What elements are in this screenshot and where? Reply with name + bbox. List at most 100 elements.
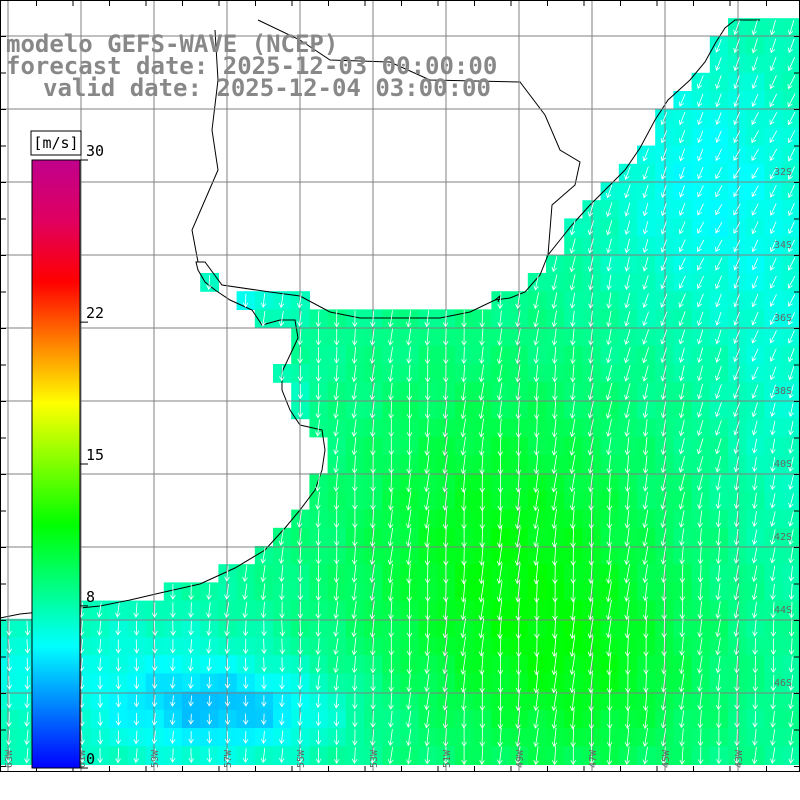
wind-arrow [660, 473, 667, 492]
colorbar-unit: [m/s] [33, 134, 78, 152]
wind-arrow [606, 491, 613, 511]
wind-arrow [551, 328, 558, 346]
wind-arrow [369, 747, 376, 764]
wind-arrow [751, 75, 759, 90]
wind-arrow [460, 454, 467, 475]
wind-arrow [369, 364, 376, 383]
wind-arrow [496, 581, 503, 603]
wind-arrow [733, 293, 740, 308]
wind-arrow [533, 382, 540, 401]
wind-arrow [715, 185, 723, 198]
wind-arrow [642, 311, 649, 327]
wind-arrow [351, 401, 357, 419]
wind-arrow [514, 526, 521, 548]
wind-arrow [406, 563, 412, 584]
wind-arrow [534, 635, 540, 658]
wind-arrow [588, 491, 594, 511]
wind-arrow [660, 239, 667, 253]
wind-arrow [788, 312, 796, 326]
wind-arrow [133, 730, 140, 745]
wind-arrow [625, 691, 631, 712]
wind-arrow [260, 293, 267, 308]
wind-arrow [442, 618, 449, 639]
wind-arrow [206, 748, 213, 763]
wind-arrow [260, 547, 266, 564]
wind-arrow [533, 709, 539, 729]
wind-cell [746, 163, 765, 183]
wind-arrow [734, 655, 740, 674]
wind-arrow [352, 729, 358, 746]
wind-arrow [461, 346, 467, 364]
wind-arrow [734, 674, 740, 692]
wind-arrow [788, 511, 794, 527]
wind-arrow [770, 493, 776, 509]
wind-arrow [370, 674, 376, 692]
wind-arrow [715, 148, 722, 162]
wind-arrow [697, 600, 703, 620]
wind-arrow [442, 636, 448, 657]
wind-arrow [297, 346, 303, 364]
wind-arrow [370, 509, 376, 529]
wind-arrow [697, 546, 704, 565]
wind-arrow [388, 655, 395, 674]
wind-cell [764, 145, 784, 165]
wind-arrow [279, 638, 285, 655]
wind-arrow [751, 348, 759, 362]
wind-arrow [552, 545, 558, 566]
wind-arrow [370, 710, 376, 728]
wind-arrow [788, 20, 795, 36]
wind-arrow [406, 692, 412, 710]
wind-arrow [770, 601, 776, 619]
wind-arrow [351, 747, 358, 764]
wind-arrow [570, 310, 576, 327]
wind-arrow [387, 582, 394, 602]
wind-arrow [497, 727, 503, 747]
wind-arrow [478, 618, 485, 639]
wind-arrow [697, 673, 703, 692]
wind-arrow [751, 112, 759, 126]
longitude-label: 51W [442, 749, 453, 768]
wind-arrow [151, 676, 158, 689]
wind-arrow [388, 692, 394, 710]
wind-arrow [479, 436, 485, 456]
wind-arrow [242, 565, 248, 582]
wind-arrow [606, 473, 613, 493]
wind-arrow [297, 712, 303, 727]
wind-arrow [6, 711, 12, 727]
wind-arrow [315, 510, 321, 528]
wind-arrow [788, 656, 795, 673]
wind-arrow [170, 639, 176, 654]
wind-arrow [679, 637, 685, 656]
wind-arrow [388, 473, 394, 493]
wind-arrow [460, 672, 467, 693]
wind-arrow [533, 274, 539, 291]
wind-arrow [752, 474, 758, 491]
wind-arrow [587, 617, 594, 639]
wind-arrow [587, 256, 594, 273]
wind-arrow [442, 382, 449, 401]
wind-arrow [606, 636, 612, 657]
wind-arrow [770, 729, 776, 746]
wind-arrow [642, 401, 649, 419]
wind-arrow [769, 184, 777, 198]
wind-arrow [660, 746, 667, 765]
wind-arrow [315, 638, 321, 655]
wind-arrow [751, 257, 759, 271]
wind-arrow [551, 292, 558, 309]
wind-arrow [788, 384, 794, 399]
wind-arrow [660, 528, 667, 547]
wind-arrow [188, 583, 194, 601]
wind-arrow [587, 382, 594, 401]
wind-arrow [97, 748, 103, 764]
wind-arrow [751, 311, 759, 326]
wind-arrow [224, 695, 231, 707]
wind-cell [746, 200, 765, 219]
wind-arrow [769, 275, 777, 289]
wind-arrow [496, 346, 503, 365]
wind-arrow [733, 203, 741, 216]
wind-arrow [387, 728, 394, 746]
wind-arrow [660, 401, 667, 419]
wind-arrow [387, 310, 394, 328]
wind-arrow [351, 364, 358, 383]
wind-arrow [715, 583, 722, 601]
